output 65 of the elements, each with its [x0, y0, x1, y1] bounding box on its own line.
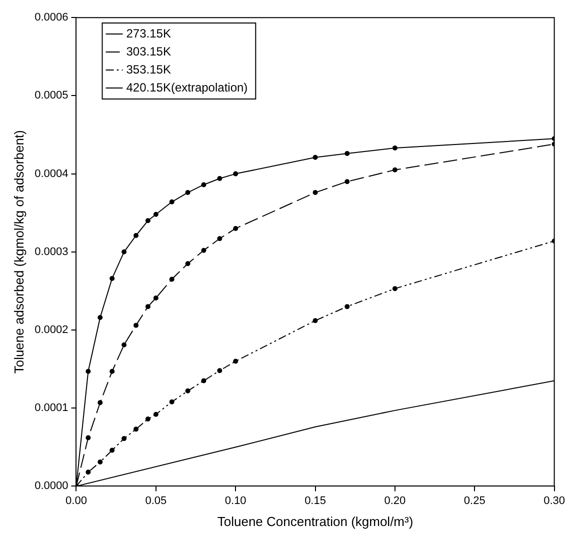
point [153, 295, 158, 300]
point [153, 412, 158, 417]
point [217, 368, 222, 374]
point [98, 315, 103, 320]
point [86, 368, 91, 374]
point [185, 388, 190, 394]
point [134, 322, 138, 328]
x-tick-label: 0.30 [544, 494, 566, 507]
point [122, 249, 127, 254]
y-tick-label: 0.0003 [34, 246, 68, 258]
x-tick-label: 0.10 [224, 494, 246, 507]
x-tick-label: 0.15 [304, 494, 326, 507]
y-tick-label: 0.0001 [34, 402, 68, 414]
point [145, 218, 150, 224]
point [233, 171, 238, 176]
y-tick-label: 0.0000 [34, 480, 68, 492]
point [110, 276, 115, 281]
point [145, 416, 150, 422]
point [185, 190, 190, 196]
y-tick-label: 0.0004 [34, 168, 68, 180]
legend-label: 303.15K [126, 44, 171, 58]
y-tick-label: 0.0002 [34, 324, 68, 336]
point [201, 378, 206, 384]
y-axis-title: Toluene adsorbed (kgmol/kg of adsorbent) [11, 130, 26, 374]
point [169, 399, 174, 404]
point [86, 470, 91, 475]
point [312, 190, 318, 196]
y-tick-label: 0.0005 [34, 90, 68, 102]
legend-label: 273.15K [126, 26, 171, 40]
point [169, 199, 174, 204]
point [122, 436, 127, 442]
point [312, 318, 318, 324]
point [201, 248, 206, 253]
point [185, 261, 190, 266]
point [233, 226, 238, 231]
point [169, 276, 174, 282]
legend-label: 353.15K [126, 62, 171, 76]
point [392, 146, 398, 151]
point [153, 212, 158, 217]
point [110, 368, 115, 374]
x-tick-label: 0.05 [145, 494, 167, 507]
point [312, 154, 318, 160]
point [344, 304, 350, 310]
legend-label: 420.15K(extrapolation) [126, 80, 248, 94]
point [344, 150, 350, 156]
point [217, 176, 222, 181]
point [201, 182, 206, 188]
x-tick-label: 0.25 [464, 494, 486, 507]
x-tick-label: 0.20 [384, 494, 406, 507]
point [134, 426, 138, 432]
point [134, 233, 138, 238]
point [344, 179, 350, 184]
point [392, 286, 398, 292]
point [392, 167, 398, 172]
point [110, 448, 115, 453]
point [86, 435, 91, 440]
point [122, 342, 127, 348]
x-tick-label: 0.00 [66, 494, 87, 507]
point [145, 304, 150, 310]
x-axis-title: Toluene Concentration (kgmol/m³) [217, 514, 414, 529]
y-tick-label: 0.0006 [34, 12, 68, 24]
point [98, 459, 103, 464]
point [233, 358, 238, 364]
point [217, 236, 222, 242]
point [98, 400, 103, 406]
